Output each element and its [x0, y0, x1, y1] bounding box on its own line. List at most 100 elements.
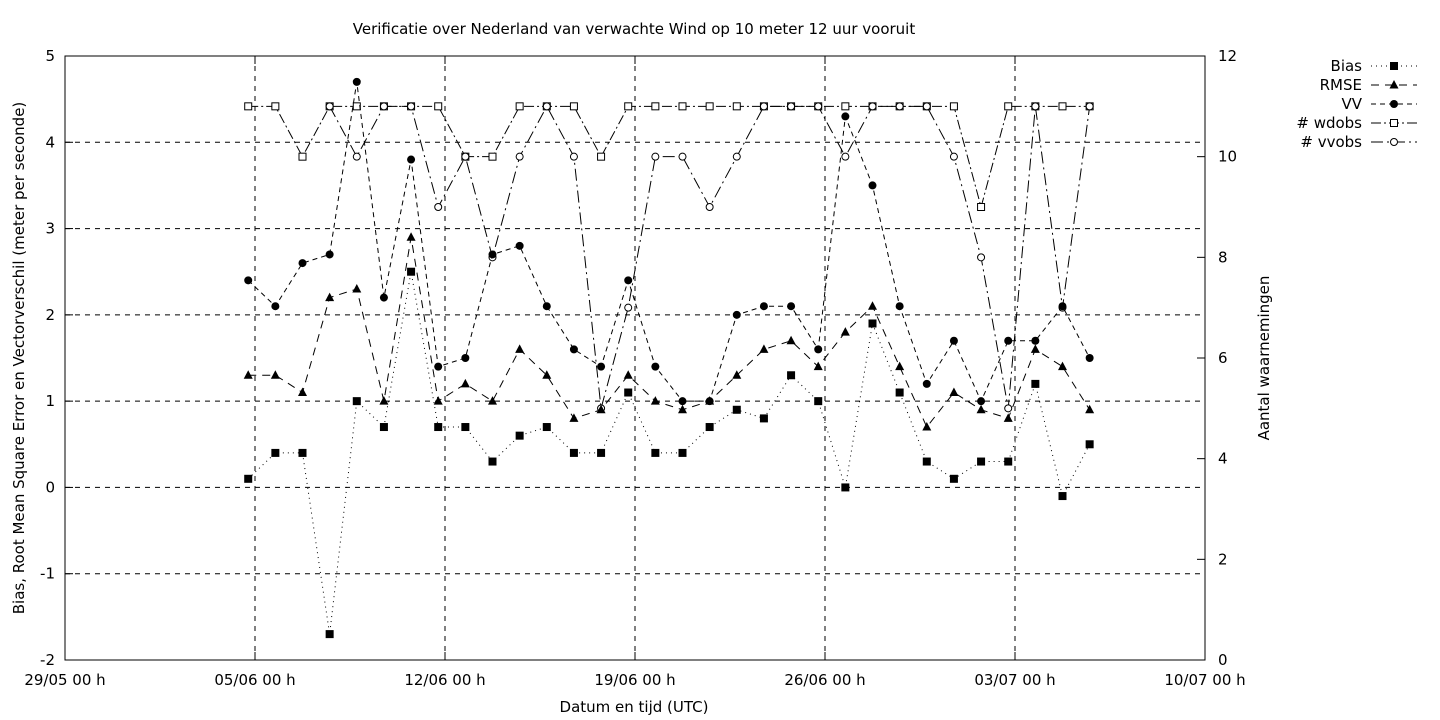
data-point	[841, 112, 850, 121]
legend-label: RMSE	[1320, 76, 1362, 94]
data-point	[650, 396, 660, 405]
data-point	[678, 404, 687, 414]
data-point	[705, 203, 714, 211]
data-point	[678, 397, 687, 406]
data-point	[759, 302, 768, 311]
data-point	[271, 448, 280, 457]
data-point	[787, 371, 796, 380]
data-point	[352, 152, 361, 161]
legend-label: # wdobs	[1296, 114, 1362, 132]
data-point	[759, 414, 768, 423]
data-point	[814, 345, 823, 354]
data-point	[1389, 80, 1399, 89]
data-point	[787, 302, 796, 311]
data-point	[597, 152, 606, 161]
data-point	[624, 303, 633, 312]
y2-tick-label: 4	[1218, 450, 1228, 468]
data-point	[814, 397, 823, 406]
data-point	[325, 292, 335, 302]
data-point	[379, 396, 389, 405]
data-point	[407, 155, 416, 164]
data-point	[759, 102, 768, 111]
x-tick-label: 29/05 00 h	[24, 671, 105, 689]
data-point	[1058, 361, 1067, 371]
data-point	[922, 422, 932, 431]
x-tick-label: 03/07 00 h	[974, 671, 1055, 689]
x-tick-label: 10/07 00 h	[1164, 671, 1245, 689]
data-point	[379, 423, 388, 432]
data-point	[922, 102, 931, 111]
series-vvobs	[325, 102, 1094, 413]
data-point	[434, 102, 443, 111]
data-point	[732, 405, 741, 414]
data-point	[1004, 457, 1013, 466]
data-point	[759, 344, 769, 353]
data-point	[651, 102, 660, 111]
data-point	[705, 397, 714, 406]
data-point	[1085, 102, 1094, 111]
x-tick-label: 12/06 00 h	[404, 671, 485, 689]
data-point	[569, 413, 579, 422]
data-point	[515, 241, 524, 250]
y-tick-label: 0	[45, 478, 55, 496]
data-point	[271, 302, 280, 311]
data-point	[705, 423, 714, 432]
data-point	[1031, 379, 1040, 388]
data-point	[352, 397, 361, 406]
data-point	[787, 102, 796, 111]
data-point	[895, 388, 904, 397]
data-point	[1031, 336, 1040, 345]
y-tick-label: 4	[45, 133, 55, 151]
data-point	[298, 387, 307, 397]
data-point	[977, 253, 986, 262]
data-point	[624, 276, 633, 285]
series-layer	[243, 77, 1095, 639]
data-point	[488, 152, 497, 161]
series-line	[247, 81, 1091, 403]
y2-tick-label: 8	[1218, 248, 1228, 266]
data-point	[732, 102, 741, 111]
data-point	[705, 102, 714, 111]
data-point	[732, 310, 741, 319]
data-point	[434, 203, 443, 211]
data-point	[352, 283, 362, 293]
data-point	[352, 77, 361, 86]
data-point	[461, 423, 470, 432]
data-point	[1390, 138, 1398, 146]
data-point	[407, 267, 416, 276]
data-point	[1085, 404, 1095, 414]
data-point	[922, 457, 931, 466]
y-tick-label: 1	[45, 392, 55, 410]
data-point	[949, 336, 958, 345]
data-point	[1390, 119, 1398, 127]
x-tick-label: 26/06 00 h	[784, 671, 865, 689]
data-point	[569, 102, 578, 111]
series-line	[248, 237, 1091, 428]
data-point	[813, 361, 823, 371]
data-point	[841, 483, 850, 492]
data-point	[596, 404, 606, 414]
data-point	[542, 370, 552, 379]
data-point	[1031, 102, 1040, 111]
data-point	[1003, 413, 1013, 422]
data-point	[949, 474, 958, 483]
data-point	[515, 431, 524, 440]
data-point	[1085, 354, 1094, 362]
data-point	[1058, 102, 1067, 111]
data-point	[895, 102, 904, 111]
data-point	[651, 448, 660, 457]
data-point	[786, 335, 796, 345]
x-axis-label: Datum en tijd (UTC)	[560, 698, 709, 716]
data-point	[814, 102, 823, 111]
data-point	[434, 423, 443, 432]
data-point	[732, 152, 741, 161]
data-point	[1085, 440, 1094, 449]
data-point	[434, 362, 443, 371]
y2-tick-label: 10	[1218, 148, 1237, 166]
data-point	[895, 361, 905, 371]
data-point	[624, 388, 633, 397]
data-point	[433, 396, 443, 405]
data-point	[325, 102, 334, 111]
